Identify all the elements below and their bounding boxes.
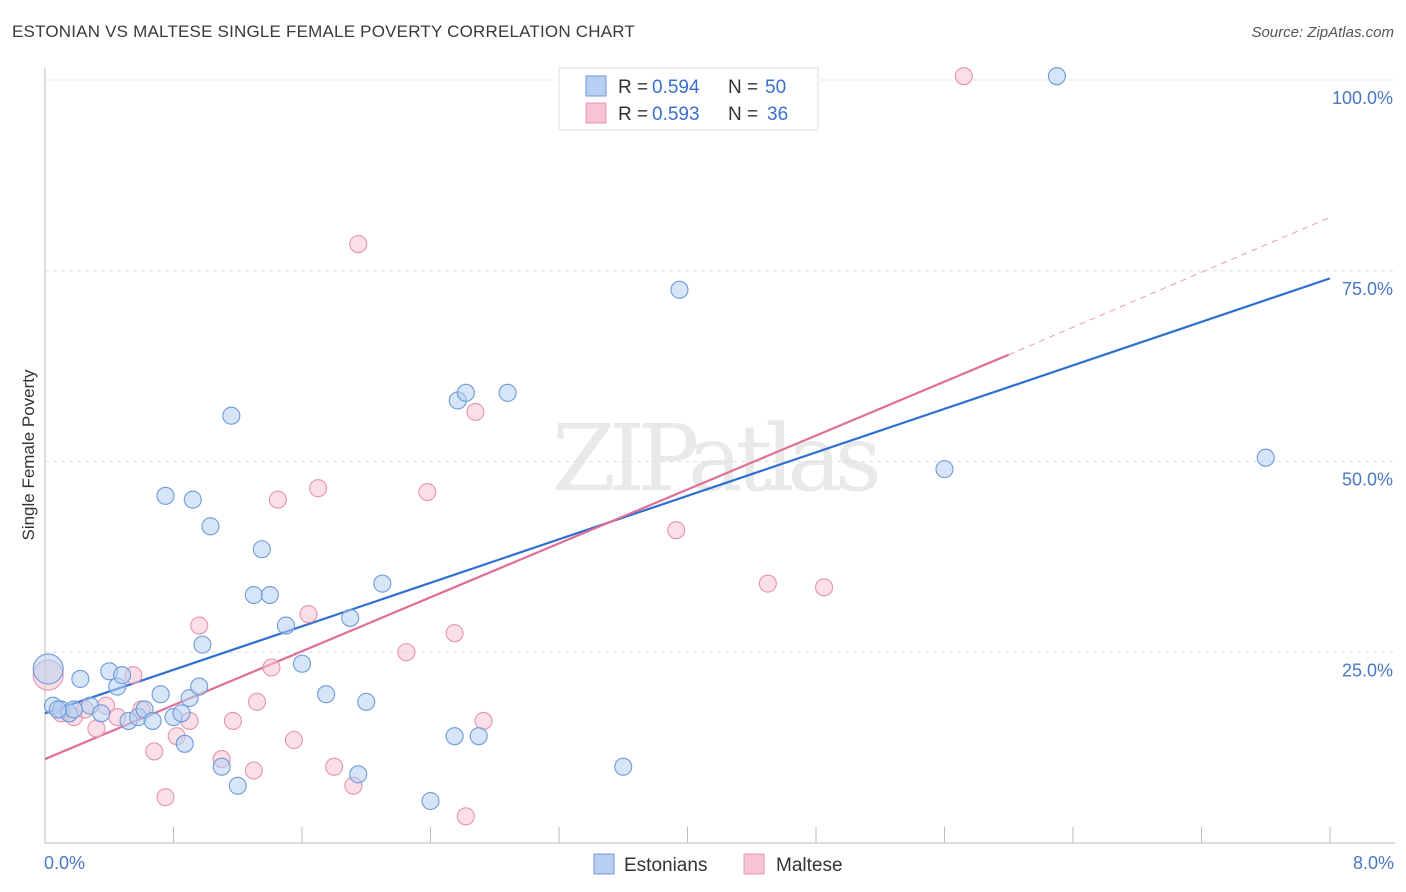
- estonians-point: [614, 757, 633, 776]
- estonians-point: [156, 486, 175, 505]
- estonians-point: [349, 765, 368, 784]
- estonians-point: [317, 685, 336, 704]
- y-axis-label: Single Female Poverty: [19, 369, 38, 541]
- bottom-legend-swatch-estonians: [593, 853, 615, 875]
- legend-swatch-blue: [585, 75, 607, 97]
- maltese-point: [309, 479, 328, 498]
- maltese-point: [445, 624, 464, 643]
- estonians-point: [1047, 67, 1066, 86]
- legend-n-label-1: N =: [728, 77, 758, 98]
- trend-line-estonians: [44, 277, 1331, 715]
- estonians-point: [190, 677, 209, 696]
- estonians-point: [193, 635, 212, 654]
- maltese-point: [190, 616, 209, 635]
- bottom-legend-maltese: Maltese: [776, 855, 843, 876]
- estonians-point: [252, 540, 271, 559]
- data-points: [32, 67, 1275, 826]
- legend-r-value-1: 0.594: [652, 77, 700, 98]
- maltese-point: [954, 67, 973, 86]
- y-tick-label-25: 25.0%: [1342, 660, 1393, 680]
- maltese-point: [145, 742, 164, 761]
- estonians-point: [469, 727, 488, 746]
- estonians-point: [183, 490, 202, 509]
- estonians-point: [228, 776, 247, 795]
- maltese-point: [247, 692, 267, 711]
- estonians-point: [175, 734, 194, 753]
- estonians-point: [373, 574, 392, 593]
- chart-title: ESTONIAN VS MALTESE SINGLE FEMALE POVERT…: [12, 22, 636, 41]
- legend-r-value-2: 0.593: [652, 104, 700, 125]
- maltese-point: [284, 730, 304, 750]
- estonians-point: [1256, 448, 1275, 467]
- estonians-point: [244, 585, 263, 605]
- legend-n-label-2: N =: [728, 104, 758, 125]
- legend-swatch-pink: [585, 102, 607, 124]
- estonians-point: [64, 700, 83, 719]
- estonians-point: [143, 711, 162, 730]
- y-tick-labels: 25.0% 50.0% 75.0% 100.0%: [1332, 88, 1393, 680]
- legend-r-label-2: R =: [618, 104, 648, 125]
- bottom-legend: Estonians Maltese: [593, 853, 843, 876]
- y-tick-label-100: 100.0%: [1332, 88, 1393, 108]
- estonians-point: [292, 654, 312, 673]
- maltese-point: [466, 402, 485, 421]
- estonians-point: [212, 757, 231, 776]
- estonians-point: [456, 383, 475, 402]
- maltese-point: [349, 234, 368, 254]
- maltese-point: [244, 761, 263, 780]
- x-tick-label-max: 8.0%: [1353, 853, 1394, 873]
- estonians-point: [445, 727, 464, 746]
- x-tick-label-min: 0.0%: [44, 853, 85, 873]
- watermark: ZIPatlas: [552, 405, 882, 512]
- legend-r-label-1: R =: [618, 77, 648, 98]
- maltese-point: [418, 482, 437, 502]
- source-label: Source: ZipAtlas.com: [1251, 24, 1394, 41]
- estonians-point: [670, 280, 689, 299]
- bottom-legend-estonians: Estonians: [624, 855, 707, 876]
- estonians-point: [201, 517, 220, 536]
- maltese-point: [156, 788, 175, 807]
- maltese-point: [667, 521, 686, 540]
- estonians-point: [48, 700, 67, 719]
- y-tick-label-75: 75.0%: [1342, 279, 1393, 299]
- estonians-point: [276, 616, 295, 635]
- legend-n-value-2: 36: [767, 104, 788, 125]
- estonians-point: [935, 460, 954, 479]
- estonians-point: [341, 608, 360, 627]
- estonians-point: [151, 685, 170, 704]
- maltese-point: [87, 719, 106, 738]
- bottom-legend-swatch-maltese: [743, 853, 765, 875]
- estonians-point: [71, 669, 90, 689]
- estonians-point: [260, 585, 279, 605]
- maltese-point: [299, 605, 318, 624]
- legend: R = 0.594 N = 50 R = 0.593 N = 36: [558, 67, 819, 131]
- estonians-point: [222, 406, 241, 425]
- estonians-point: [32, 653, 64, 685]
- maltese-point: [268, 490, 287, 509]
- estonians-point: [92, 704, 111, 723]
- maltese-point: [814, 578, 834, 597]
- maltese-point: [758, 574, 777, 593]
- y-tick-label-50: 50.0%: [1342, 470, 1393, 490]
- estonians-point: [421, 791, 440, 811]
- estonians-point: [498, 383, 517, 402]
- x-tick-marks: [173, 827, 1331, 843]
- estonians-point: [113, 666, 132, 685]
- maltese-point: [397, 643, 416, 662]
- estonians-point: [172, 704, 191, 723]
- maltese-point: [456, 807, 475, 826]
- maltese-point: [474, 711, 493, 730]
- trend-line-maltese-extension: [1008, 216, 1331, 356]
- grid-lines: [45, 79, 1395, 653]
- legend-n-value-1: 50: [765, 77, 786, 98]
- maltese-point: [223, 711, 242, 730]
- estonians-point: [357, 692, 376, 711]
- maltese-point: [325, 757, 344, 776]
- maltese-point: [262, 658, 281, 677]
